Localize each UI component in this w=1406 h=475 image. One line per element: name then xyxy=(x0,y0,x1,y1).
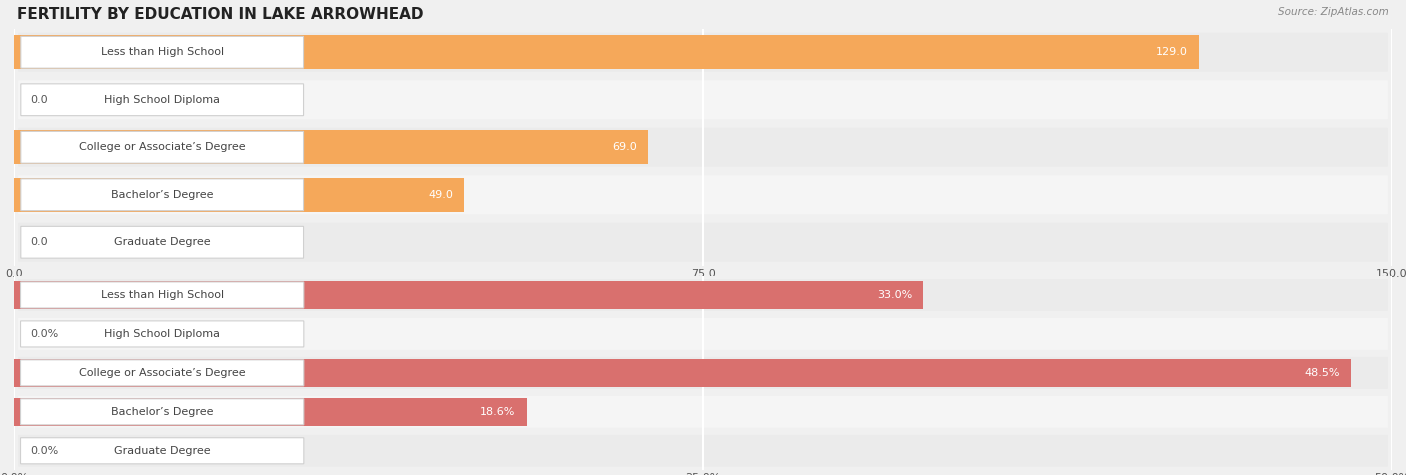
FancyBboxPatch shape xyxy=(18,33,1388,72)
FancyBboxPatch shape xyxy=(18,223,1388,262)
Text: Bachelor’s Degree: Bachelor’s Degree xyxy=(111,190,214,200)
Text: Graduate Degree: Graduate Degree xyxy=(114,237,211,247)
Text: Bachelor’s Degree: Bachelor’s Degree xyxy=(111,407,214,417)
FancyBboxPatch shape xyxy=(18,357,1388,389)
FancyBboxPatch shape xyxy=(18,318,1388,350)
Text: Less than High School: Less than High School xyxy=(101,47,224,57)
FancyBboxPatch shape xyxy=(21,227,304,258)
FancyBboxPatch shape xyxy=(18,435,1388,467)
Text: Less than High School: Less than High School xyxy=(101,290,224,300)
FancyBboxPatch shape xyxy=(18,80,1388,119)
Bar xyxy=(14,130,648,164)
FancyBboxPatch shape xyxy=(18,175,1388,214)
Text: College or Associate’s Degree: College or Associate’s Degree xyxy=(79,368,246,378)
Text: FERTILITY BY EDUCATION IN LAKE ARROWHEAD: FERTILITY BY EDUCATION IN LAKE ARROWHEAD xyxy=(17,7,423,22)
FancyBboxPatch shape xyxy=(21,399,304,425)
FancyBboxPatch shape xyxy=(21,37,304,68)
FancyBboxPatch shape xyxy=(21,321,304,347)
FancyBboxPatch shape xyxy=(18,279,1388,311)
Bar xyxy=(14,35,1199,69)
FancyBboxPatch shape xyxy=(21,179,304,211)
Text: 69.0: 69.0 xyxy=(612,142,637,152)
Text: 0.0%: 0.0% xyxy=(31,446,59,456)
Text: 0.0%: 0.0% xyxy=(31,329,59,339)
Text: Source: ZipAtlas.com: Source: ZipAtlas.com xyxy=(1278,7,1389,17)
Text: 129.0: 129.0 xyxy=(1156,47,1188,57)
Text: College or Associate’s Degree: College or Associate’s Degree xyxy=(79,142,246,152)
Text: Graduate Degree: Graduate Degree xyxy=(114,446,211,456)
Text: High School Diploma: High School Diploma xyxy=(104,329,221,339)
FancyBboxPatch shape xyxy=(21,282,304,308)
FancyBboxPatch shape xyxy=(21,360,304,386)
Text: 18.6%: 18.6% xyxy=(481,407,516,417)
Bar xyxy=(14,359,1351,387)
FancyBboxPatch shape xyxy=(21,131,304,163)
Text: 49.0: 49.0 xyxy=(429,190,453,200)
Bar xyxy=(14,281,924,309)
Text: 33.0%: 33.0% xyxy=(877,290,912,300)
Text: 0.0: 0.0 xyxy=(31,237,48,247)
Bar xyxy=(14,398,527,426)
Text: High School Diploma: High School Diploma xyxy=(104,95,221,105)
Bar xyxy=(14,178,464,212)
FancyBboxPatch shape xyxy=(21,438,304,464)
Text: 48.5%: 48.5% xyxy=(1305,368,1340,378)
Text: 0.0: 0.0 xyxy=(31,95,48,105)
FancyBboxPatch shape xyxy=(18,396,1388,428)
FancyBboxPatch shape xyxy=(21,84,304,116)
FancyBboxPatch shape xyxy=(18,128,1388,167)
